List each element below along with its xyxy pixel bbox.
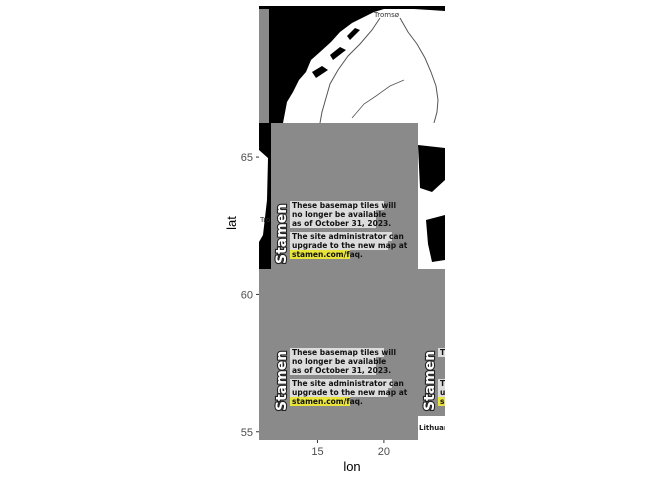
faq-link[interactable]: stamen.com/faq. [292,397,363,406]
coast-land-left [259,150,268,242]
stamen-logo: Stamen [274,351,290,411]
fjord [347,28,360,40]
svg-text:T: T [440,348,446,357]
y-tick-label: 60 [241,289,253,301]
border-line [319,17,381,124]
tile-notice-partial: T T u s [438,348,446,406]
svg-text:These basemap tiles will: These basemap tiles will [292,348,396,357]
x-tick-label: 15 [311,446,323,458]
x-tick-label: 20 [378,446,390,458]
svg-text:The site administrator can: The site administrator can [292,232,404,241]
border-line [399,17,439,124]
svg-text:upgrade to the new map at: upgrade to the new map at [292,241,408,250]
svg-text:as of October 31, 2023.: as of October 31, 2023. [292,219,391,228]
tile-notice: These basemap tiles will no longer be av… [290,201,408,259]
y-tick-label: 65 [241,152,253,164]
svg-text:The site administrator can: The site administrator can [292,379,404,388]
place-label-tromso: Tromsø [373,11,400,19]
svg-text:no longer be available: no longer be available [292,210,386,219]
fjord [312,66,328,78]
y-axis-title: lat [224,216,239,230]
link-highlight [290,397,350,406]
stamen-logo: Stamen [422,351,438,411]
x-axis-title: lon [343,459,360,474]
river-line [351,79,405,119]
y-axis: 55 60 65 [241,152,259,439]
svg-text:s: s [440,397,445,406]
svg-text:no longer be available: no longer be available [292,357,386,366]
tile-notice: These basemap tiles will no longer be av… [290,348,408,406]
svg-text:upgrade to the new map at: upgrade to the new map at [292,388,408,397]
y-tick-label: 55 [241,427,253,439]
svg-text:These basemap tiles will: These basemap tiles will [292,201,396,210]
coast-water-right [426,215,445,262]
x-axis: 15 20 [311,440,390,458]
place-label-lithuania: Lithuan [419,424,449,432]
fjord [330,47,346,60]
svg-text:u: u [440,388,445,397]
faq-link[interactable]: stamen.com/faq. [292,250,363,259]
northern-basemap: Tromsø [259,6,445,124]
coast-water-right [418,145,445,192]
land-mass [283,8,445,123]
coast-land-bottom [418,416,445,440]
svg-text:as of October 31, 2023.: as of October 31, 2023. [292,366,391,375]
map-panel: Tromsø Tro Lithuan These basemap tiles w… [259,6,449,440]
svg-text:T: T [440,379,446,388]
place-label-tro-cut: Tro [259,216,270,224]
stamen-logo: Stamen [274,204,290,264]
link-highlight [290,250,350,259]
